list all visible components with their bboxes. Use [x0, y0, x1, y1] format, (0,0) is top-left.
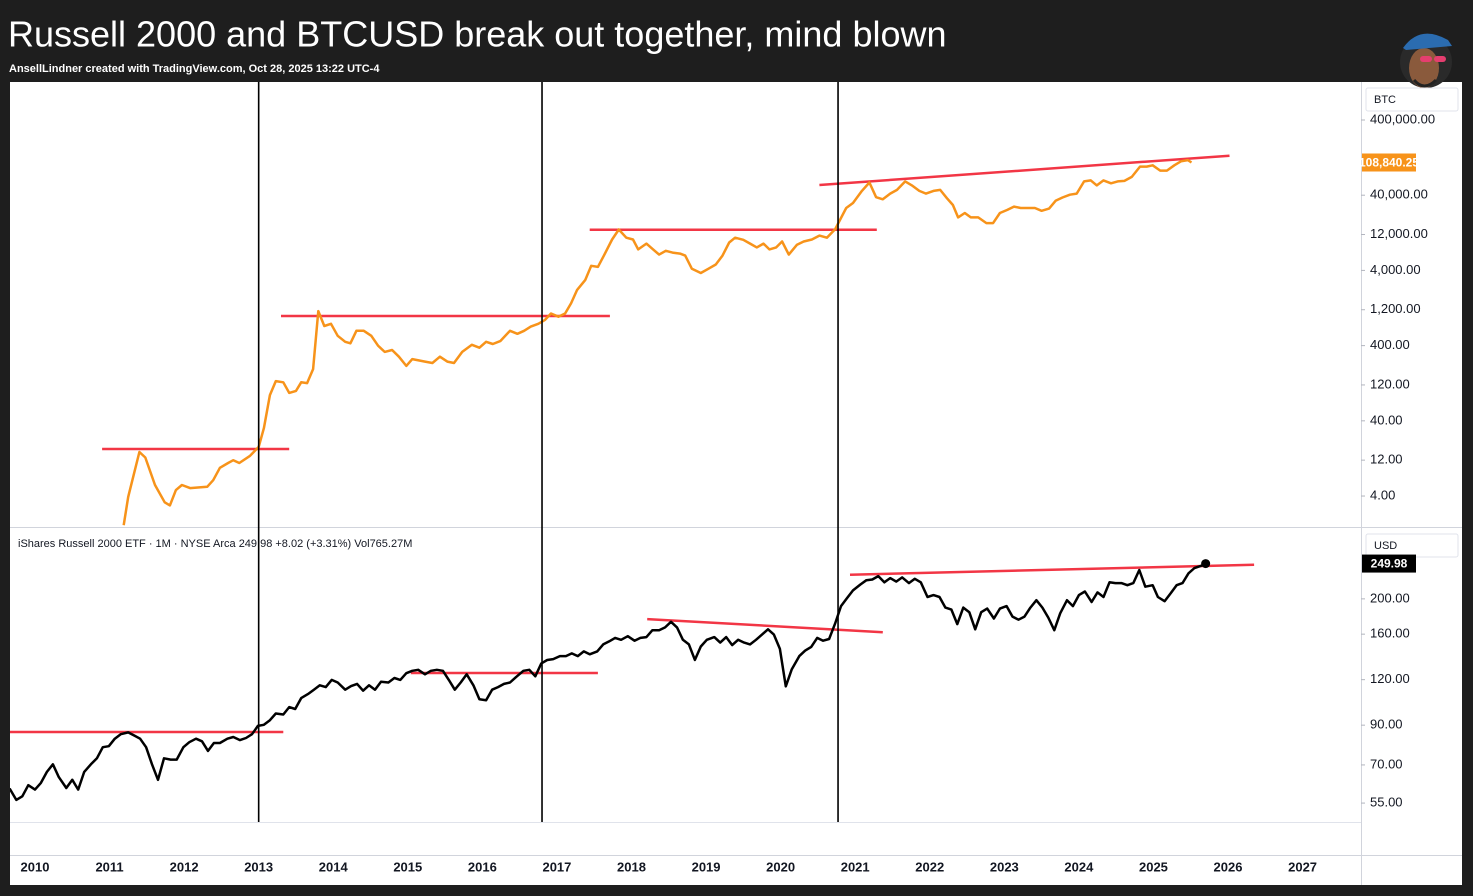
x-tick-label: 2011	[95, 859, 123, 874]
price-line	[10, 562, 1207, 802]
x-tick-label: 2012	[170, 859, 199, 874]
axis-unit-label: BTC	[1374, 94, 1396, 106]
avatar	[1400, 33, 1452, 88]
trendline	[647, 617, 883, 634]
y-tick-label: 120.00	[1370, 376, 1410, 391]
chart-panel	[10, 82, 1462, 885]
y-tick-label: 90.00	[1370, 717, 1403, 732]
last-point	[1201, 559, 1211, 569]
trendline	[849, 563, 1255, 576]
x-tick-label: 2015	[393, 859, 422, 874]
y-tick-label: 400.00	[1370, 337, 1410, 352]
x-tick-label: 2013	[244, 859, 273, 874]
y-tick-label: 1,200.00	[1370, 301, 1421, 316]
x-tick-label: 2017	[542, 859, 571, 874]
y-tick-label: 40.00	[1370, 412, 1403, 427]
trendline	[819, 154, 1230, 187]
x-tick-label: 2026	[1214, 859, 1243, 874]
x-tick-label: 2023	[990, 859, 1019, 874]
y-tick-label: 70.00	[1370, 756, 1403, 771]
x-tick-label: 2014	[319, 859, 349, 874]
y-tick-label: 40,000.00	[1370, 187, 1428, 202]
axis-unit-label: USD	[1374, 540, 1397, 552]
last-price-tag	[1362, 554, 1416, 573]
x-tick-label: 2019	[692, 859, 721, 874]
last-price-label: 108,840.25	[1359, 156, 1419, 170]
legend-text: iShares Russell 2000 ETF · 1M · NYSE Arc…	[18, 538, 412, 550]
last-price-label: 249.98	[1371, 557, 1408, 571]
y-tick-label: 200.00	[1370, 590, 1410, 605]
plot-layer: 4.00 12.00 40.00 120.00 400.00 1,200.00 4,000.…	[10, 82, 1459, 874]
y-tick-label: 12,000.00	[1370, 226, 1428, 241]
price-line	[122, 158, 1193, 526]
x-tick-label: 2027	[1288, 859, 1317, 874]
y-tick-label: 4.00	[1370, 487, 1395, 502]
x-tick-label: 2025	[1139, 859, 1168, 874]
y-tick-label: 120.00	[1370, 671, 1410, 686]
x-tick-label: 2024	[1064, 859, 1094, 874]
y-tick-label: 4,000.00	[1370, 262, 1421, 277]
y-tick-label: 160.00	[1370, 626, 1410, 641]
x-tick-label: 2018	[617, 859, 646, 874]
chart-title: Russell 2000 and BTCUSD break out togeth…	[8, 14, 947, 55]
y-tick-label: 400,000.00	[1370, 111, 1435, 126]
x-tick-label: 2022	[915, 859, 944, 874]
x-tick-label: 2021	[841, 859, 870, 874]
y-tick-label: 12.00	[1370, 452, 1403, 467]
last-price-tag	[1362, 153, 1416, 172]
axis-unit-box	[1365, 87, 1459, 112]
x-tick-label: 2016	[468, 859, 497, 874]
x-tick-label: 2020	[766, 859, 795, 874]
chart-subtitle: AnsellLindner created with TradingView.c…	[9, 63, 380, 75]
y-tick-label: 55.00	[1370, 795, 1403, 810]
x-tick-label: 2010	[21, 859, 50, 874]
